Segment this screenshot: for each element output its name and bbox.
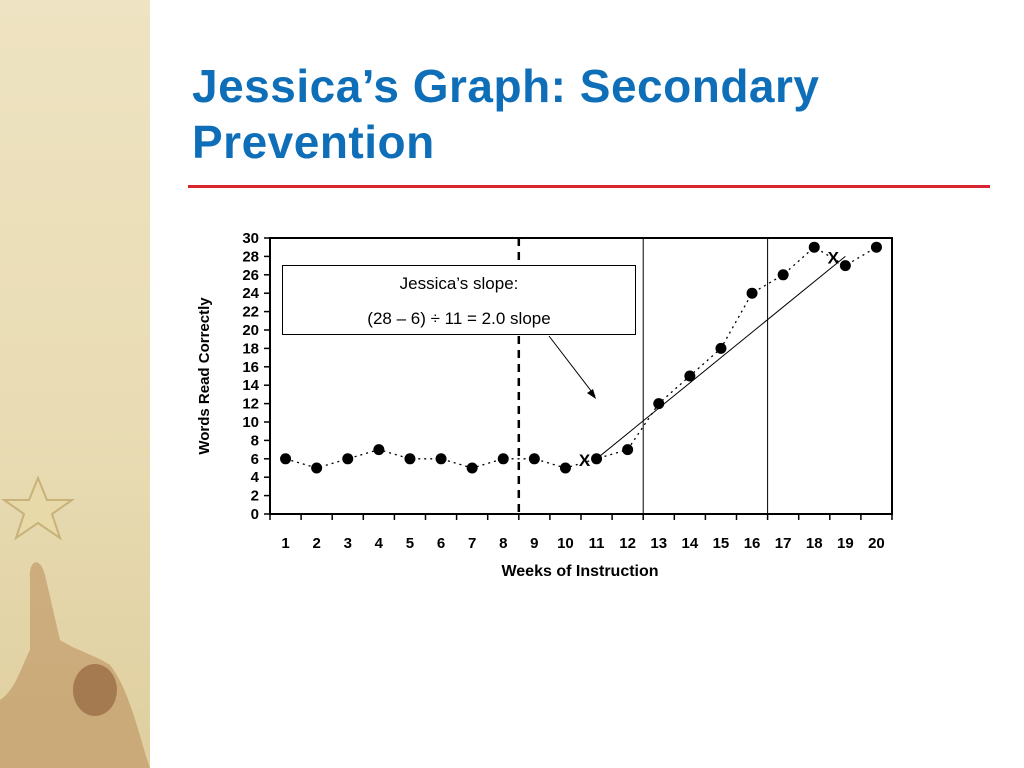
y-tick-label: 28 <box>242 248 259 265</box>
data-point <box>497 453 509 465</box>
y-tick-label: 2 <box>251 488 259 505</box>
x-tick-label: 13 <box>650 535 667 552</box>
x-tick-label: 11 <box>589 535 605 552</box>
data-point <box>528 453 540 465</box>
data-point <box>839 260 851 272</box>
x-tick-label: 16 <box>744 535 761 552</box>
data-point <box>777 269 789 281</box>
star-icon <box>0 475 76 541</box>
y-tick-label: 4 <box>251 469 260 486</box>
data-point <box>653 398 665 410</box>
slope-line <box>596 256 846 460</box>
x-marker: X <box>828 248 840 267</box>
y-tick-label: 20 <box>242 322 259 339</box>
y-tick-label: 18 <box>242 340 259 357</box>
x-axis-title: Weeks of Instruction <box>501 563 658 580</box>
data-point <box>280 453 292 465</box>
data-point <box>684 370 696 382</box>
y-tick-label: 26 <box>242 267 259 284</box>
x-tick-label: 7 <box>468 535 476 552</box>
x-tick-label: 19 <box>837 535 854 552</box>
data-point <box>342 453 354 465</box>
x-tick-label: 4 <box>375 535 384 552</box>
data-point <box>715 342 727 354</box>
callout-line-1: Jessica’s slope: <box>399 274 519 293</box>
x-tick-label: 12 <box>619 535 636 552</box>
data-point <box>559 462 571 474</box>
callout-arrow-head <box>587 389 596 399</box>
x-tick-label: 8 <box>499 535 507 552</box>
slope-callout-box: Jessica’s slope: (28 – 6) ÷ 11 = 2.0 slo… <box>282 265 636 335</box>
x-marker: X <box>579 451 591 470</box>
data-point <box>435 453 447 465</box>
data-point <box>591 453 603 465</box>
x-axis: 1 2 3 4 5 6 7 8 9 10 11 12 13 14 15 16 17 18 19 20 <box>269 514 893 552</box>
y-tick-label: 16 <box>242 359 259 376</box>
x-tick-label: 5 <box>406 535 414 552</box>
y-tick-label: 14 <box>242 377 259 394</box>
x-tick-label: 1 <box>281 535 289 552</box>
child-head <box>73 664 117 716</box>
y-tick-label: 10 <box>242 414 259 431</box>
title-divider <box>188 185 990 188</box>
data-point <box>746 287 758 299</box>
decorative-side-strip <box>0 0 150 768</box>
slide-title: Jessica’s Graph: Secondary Prevention <box>192 60 820 168</box>
data-point <box>466 462 478 474</box>
data-point <box>404 453 416 465</box>
x-tick-label: 18 <box>806 535 823 552</box>
callout-line-2: (28 – 6) ÷ 11 = 2.0 slope <box>367 309 551 328</box>
x-marker-group: XX <box>579 248 840 469</box>
y-tick-label: 8 <box>251 432 259 449</box>
x-tick-label: 10 <box>557 535 574 552</box>
y-tick-label: 12 <box>242 396 259 413</box>
x-tick-label: 9 <box>530 535 538 552</box>
data-point <box>622 444 634 456</box>
y-tick-label: 24 <box>242 285 259 302</box>
y-tick-label: 6 <box>251 451 259 468</box>
y-tick-label: 22 <box>242 304 259 321</box>
y-tick-label: 30 <box>242 230 259 247</box>
y-tick-label: 0 <box>251 506 259 523</box>
callout-arrow <box>548 335 596 397</box>
x-tick-label: 6 <box>437 535 445 552</box>
series-group <box>280 241 882 474</box>
child-silhouette <box>0 562 150 768</box>
x-tick-label: 15 <box>713 535 730 552</box>
x-tick-label: 2 <box>312 535 320 552</box>
data-point <box>373 444 385 456</box>
x-tick-label: 20 <box>868 535 885 552</box>
data-point <box>870 241 882 253</box>
y-axis-title: Words Read Correctly <box>196 297 213 455</box>
data-point <box>808 241 820 253</box>
x-tick-label: 17 <box>775 535 792 552</box>
side-illustration <box>0 475 150 768</box>
data-point <box>311 462 323 474</box>
slope-line-group <box>596 256 846 460</box>
x-tick-label: 14 <box>682 535 699 552</box>
x-tick-label: 3 <box>344 535 352 552</box>
